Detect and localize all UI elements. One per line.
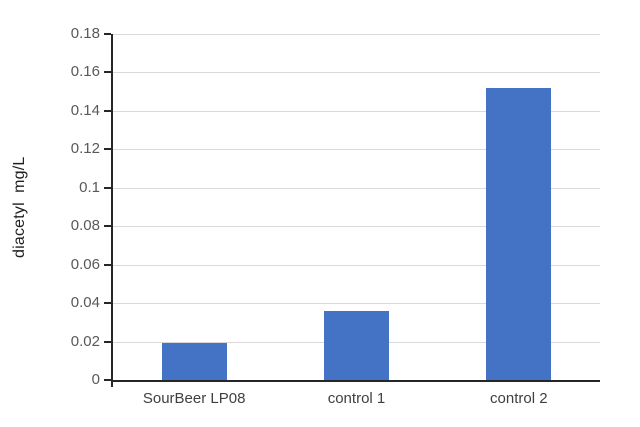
x-category-label: SourBeer LP08 <box>142 390 246 407</box>
y-tick-mark <box>104 109 111 112</box>
plot-area <box>111 34 600 387</box>
y-tick-label: 0.16 <box>70 63 100 81</box>
y-tick-label: 0.08 <box>70 217 100 235</box>
y-tick-mark <box>104 186 111 189</box>
gridline <box>113 72 600 74</box>
y-axis-foot-tick <box>111 380 113 387</box>
gridline <box>113 34 600 35</box>
y-tick-mark <box>104 340 111 343</box>
y-tick-mark <box>104 263 111 266</box>
gridline <box>113 303 600 305</box>
gridline <box>113 149 600 151</box>
bar-sourbeer-lp08 <box>161 343 227 380</box>
y-tick-mark <box>104 148 111 151</box>
gridline <box>113 226 600 228</box>
y-tick-mark <box>104 302 111 305</box>
x-category-label: control 1 <box>327 390 386 407</box>
y-tick-label: 0.06 <box>70 255 100 273</box>
bar-control-2 <box>486 87 552 380</box>
y-tick-mark <box>104 379 111 381</box>
y-tick-mark <box>104 33 111 35</box>
gridline <box>113 264 600 266</box>
y-tick-label: 0.04 <box>70 294 100 312</box>
bar-control-1 <box>324 310 389 380</box>
y-tick-label: 0.12 <box>70 140 100 158</box>
y-tick-mark <box>104 225 111 228</box>
y-tick-label: 0.02 <box>70 332 100 350</box>
x-category-label: control 2 <box>490 390 548 407</box>
y-tick-label: 0.18 <box>70 25 100 42</box>
y-tick-mark <box>104 71 111 74</box>
y-axis-title: diacetyl mg/L <box>11 156 28 258</box>
y-tick-label: 0.14 <box>70 101 100 119</box>
y-tick-label: 0 <box>91 371 100 388</box>
y-tick-label: 0.1 <box>79 178 100 196</box>
gridline <box>113 187 600 189</box>
gridline <box>113 110 600 112</box>
